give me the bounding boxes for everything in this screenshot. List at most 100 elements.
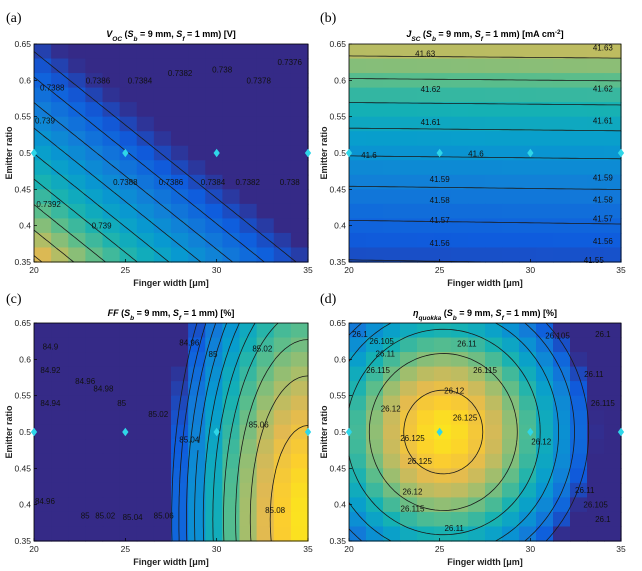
heatmap-cell xyxy=(519,116,537,132)
heatmap-cell xyxy=(400,218,418,234)
heatmap-cell xyxy=(400,131,418,147)
heatmap-cell xyxy=(417,247,435,263)
heatmap-cell xyxy=(366,247,384,263)
heatmap-cell xyxy=(519,497,537,513)
heatmap-cell xyxy=(102,381,121,397)
heatmap-cell xyxy=(136,526,155,542)
heatmap-cell xyxy=(570,352,588,368)
heatmap-cell xyxy=(34,482,52,498)
heatmap-cell xyxy=(171,189,189,205)
heatmap-cell xyxy=(519,381,537,397)
data-point-marker xyxy=(304,427,312,437)
heatmap-cell xyxy=(519,468,537,484)
heatmap-cell xyxy=(171,352,189,368)
heatmap-cell xyxy=(536,497,554,513)
heatmap-cell xyxy=(222,453,241,469)
heatmap-cell xyxy=(536,352,554,368)
heatmap-cell xyxy=(502,131,520,147)
panel-b: (b) JSC (Sb = 9 mm, Sf = 1 mm) [mA cm-2] 4… xyxy=(319,11,626,288)
heatmap-cell xyxy=(205,526,223,542)
heatmap-cell xyxy=(400,58,418,74)
heatmap-cell xyxy=(349,73,367,89)
heatmap-cell xyxy=(68,232,86,249)
heatmap-cell xyxy=(68,511,86,528)
y-tick-label: 0.55 xyxy=(14,112,31,122)
heatmap-cell xyxy=(34,218,52,234)
contour-label: 0.739 xyxy=(92,222,113,231)
heatmap-cell xyxy=(171,511,189,528)
heatmap-cell xyxy=(119,395,138,411)
heatmap-cell xyxy=(417,381,435,397)
heatmap-cell xyxy=(188,218,206,234)
heatmap-cell xyxy=(290,323,309,339)
heatmap-cell xyxy=(51,366,69,382)
heatmap-cell xyxy=(34,526,52,542)
heatmap-cell xyxy=(102,160,121,176)
heatmap-cell xyxy=(553,453,571,469)
heatmap-cell xyxy=(468,73,486,89)
heatmap-cell xyxy=(136,511,155,528)
heatmap-cell xyxy=(604,511,622,528)
heatmap-cell xyxy=(434,526,452,542)
heatmap-cell xyxy=(205,232,223,249)
heatmap-cell xyxy=(451,189,469,205)
heatmap-cell xyxy=(273,381,292,397)
heatmap-cell xyxy=(485,102,503,118)
heatmap-cell xyxy=(570,174,588,190)
heatmap-cell xyxy=(587,218,605,234)
heatmap-cell xyxy=(434,410,452,426)
heatmap-cell xyxy=(485,482,503,498)
heatmap-cell xyxy=(366,511,384,528)
heatmap-cell xyxy=(256,337,275,353)
heatmap-cell xyxy=(383,131,401,147)
heatmap-cell xyxy=(273,410,292,426)
heatmap-cell xyxy=(51,131,69,147)
heatmap-cell xyxy=(102,453,121,469)
heatmap-cell xyxy=(451,218,469,234)
heatmap-cell xyxy=(553,395,571,411)
heatmap-cell xyxy=(434,174,452,190)
heatmap-cell xyxy=(536,174,554,190)
heatmap-cell xyxy=(102,218,121,234)
heatmap-cell xyxy=(290,497,309,513)
heatmap-cell xyxy=(171,381,189,397)
heatmap-cell xyxy=(85,337,104,353)
contour-label: 41.61 xyxy=(421,118,442,127)
heatmap-cell xyxy=(273,203,292,219)
contour-label: 0.7388 xyxy=(113,178,138,187)
heatmap-cell xyxy=(34,44,52,60)
heatmap-cell xyxy=(417,218,435,234)
heatmap-cell xyxy=(570,203,588,219)
heatmap-cell xyxy=(349,189,367,205)
heatmap-cell xyxy=(273,424,292,440)
heatmap-cell xyxy=(604,482,622,498)
heatmap-cell xyxy=(222,526,241,542)
heatmap-cell xyxy=(417,116,435,132)
heatmap-cell xyxy=(553,218,571,234)
heatmap-cell xyxy=(153,203,172,219)
heatmap-cell xyxy=(256,203,275,219)
heatmap-cell xyxy=(383,453,401,469)
heatmap-cell xyxy=(239,482,258,498)
heatmap-cell xyxy=(604,174,622,190)
heatmap-cell xyxy=(417,526,435,542)
heatmap-cell xyxy=(85,395,104,411)
heatmap-cell xyxy=(68,131,86,147)
heatmap-cell xyxy=(502,247,520,263)
heatmap-cell xyxy=(417,44,435,60)
contour-lines xyxy=(33,51,297,263)
heatmap-cell xyxy=(604,497,622,513)
heatmap-cell xyxy=(205,116,223,132)
x-tick-label: 30 xyxy=(212,544,222,554)
x-tick-label: 35 xyxy=(303,544,313,554)
contour-label: 26.12 xyxy=(402,488,423,497)
contour-label: 41.6 xyxy=(361,151,377,160)
heatmap-cell xyxy=(400,189,418,205)
heatmap-cell xyxy=(222,58,241,74)
x-tick-label: 35 xyxy=(303,265,313,275)
heatmap-cell xyxy=(51,526,69,542)
heatmap-cell xyxy=(434,189,452,205)
heatmap-cell xyxy=(349,102,367,118)
heatmap-cell xyxy=(34,247,52,263)
heatmap-cell xyxy=(102,58,121,74)
